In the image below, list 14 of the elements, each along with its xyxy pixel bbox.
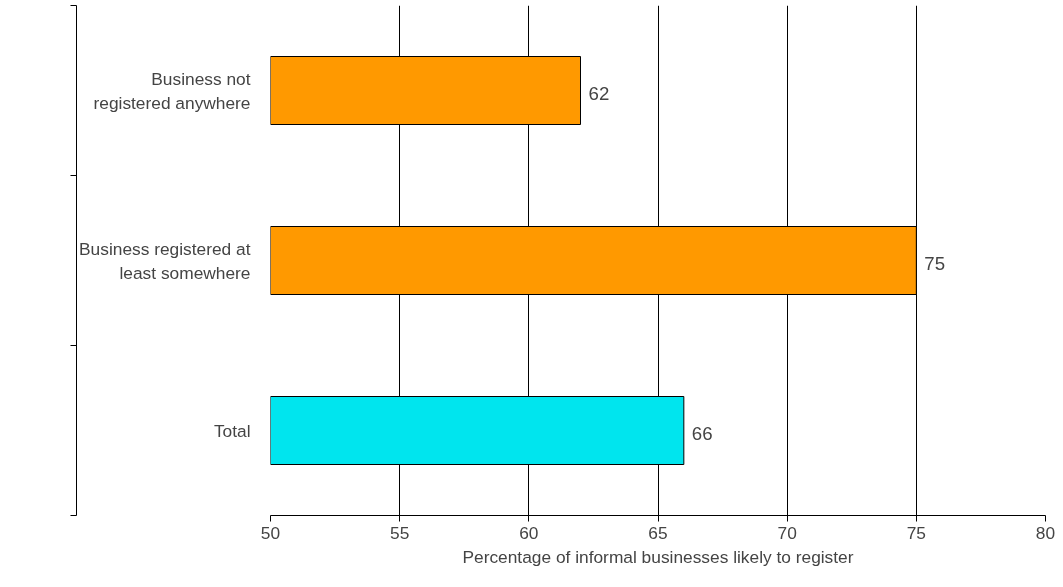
data-label: 62	[588, 82, 610, 104]
y-tick-label: Business registered at least somewhere	[79, 238, 251, 283]
x-tick-label: 60	[519, 522, 539, 543]
x-tick-label: 65	[648, 522, 668, 543]
x-axis-title: Percentage of informal businesses likely to register	[462, 546, 854, 567]
x-tick-label: 55	[390, 522, 410, 543]
y-tick-label: Total	[213, 420, 251, 441]
y-tick-label: Business not registered anywhere	[93, 68, 251, 113]
x-tick-label: 50	[260, 522, 281, 543]
data-label: 75	[924, 252, 946, 274]
x-tick-label: 80	[1035, 522, 1056, 543]
x-tick-label: 75	[906, 522, 926, 543]
x-tick-label: 70	[777, 522, 797, 543]
data-label: 66	[691, 422, 713, 444]
